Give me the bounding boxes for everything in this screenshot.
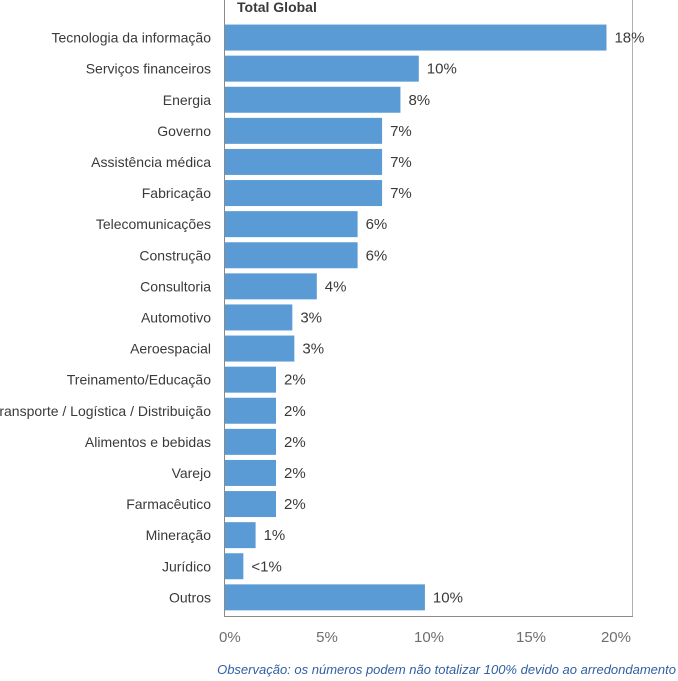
x-tick-label: 10% xyxy=(414,629,444,646)
bar xyxy=(225,491,276,518)
bar xyxy=(225,24,607,51)
value-label: 2% xyxy=(284,496,306,513)
category-label: Tecnologia da informação xyxy=(51,30,211,46)
category-label: Energia xyxy=(163,92,211,108)
bar xyxy=(225,117,383,144)
category-label: Varejo xyxy=(172,465,212,481)
bar xyxy=(225,242,358,269)
value-label: 2% xyxy=(284,403,306,420)
category-label: Treinamento/Educação xyxy=(67,372,211,388)
x-tick-label: 5% xyxy=(316,629,338,646)
category-label: Fabricação xyxy=(142,185,211,201)
value-label: 10% xyxy=(433,589,463,606)
category-label: Construção xyxy=(139,247,211,263)
value-label: 2% xyxy=(284,434,306,451)
value-label: 3% xyxy=(302,341,324,358)
footnote: Observação: os números podem não totaliz… xyxy=(217,662,676,677)
value-label: 7% xyxy=(390,154,412,171)
bar xyxy=(225,553,244,580)
value-label: 7% xyxy=(390,185,412,202)
category-label: Automotivo xyxy=(141,309,211,325)
bar xyxy=(225,584,425,611)
bar xyxy=(225,180,383,207)
bar xyxy=(225,428,276,455)
value-label: 3% xyxy=(300,309,322,326)
value-label: 18% xyxy=(614,30,644,47)
bar xyxy=(225,397,276,424)
value-label: 7% xyxy=(390,123,412,140)
category-label: Aeroespacial xyxy=(130,341,211,357)
value-label: <1% xyxy=(251,558,281,575)
category-label: Outros xyxy=(169,589,211,605)
value-label: 6% xyxy=(366,247,388,264)
value-label: 2% xyxy=(284,465,306,482)
category-label: Farmacêutico xyxy=(126,496,211,512)
value-label: 6% xyxy=(366,216,388,233)
value-label: 4% xyxy=(325,278,347,295)
value-label: 2% xyxy=(284,372,306,389)
bar xyxy=(225,366,276,393)
x-tick-label: 15% xyxy=(516,629,546,646)
bar xyxy=(225,211,358,238)
category-label: Assistência médica xyxy=(91,154,211,170)
x-ticks-group: 0% 5% 10% 15% 20% xyxy=(219,629,631,646)
category-label: Mineração xyxy=(146,527,212,543)
value-label: 1% xyxy=(264,527,286,544)
x-tick-label: 0% xyxy=(219,629,241,646)
bar-chart: Total Global Tecnologia da informação 18%… xyxy=(0,0,645,646)
bar xyxy=(225,522,256,549)
bar xyxy=(225,55,419,82)
x-tick-label: 20% xyxy=(601,629,631,646)
category-label: Governo xyxy=(157,123,211,139)
category-label: Serviços financeiros xyxy=(86,61,211,77)
category-label: Telecomunicações xyxy=(96,216,211,232)
bar xyxy=(225,273,317,300)
bar xyxy=(225,459,276,486)
value-label: 10% xyxy=(427,61,457,78)
category-label: Alimentos e bebidas xyxy=(85,434,211,450)
bars-group: Tecnologia da informação 18% Serviços fina… xyxy=(0,24,645,611)
bar xyxy=(225,335,295,362)
bar xyxy=(225,86,401,113)
bar xyxy=(225,148,383,175)
bar xyxy=(225,304,293,331)
category-label: Jurídico xyxy=(162,558,211,574)
category-label: Transporte / Logística / Distribuição xyxy=(0,403,211,419)
value-label: 8% xyxy=(408,92,430,109)
chart-header: Total Global xyxy=(237,0,317,15)
category-label: Consultoria xyxy=(140,278,211,294)
